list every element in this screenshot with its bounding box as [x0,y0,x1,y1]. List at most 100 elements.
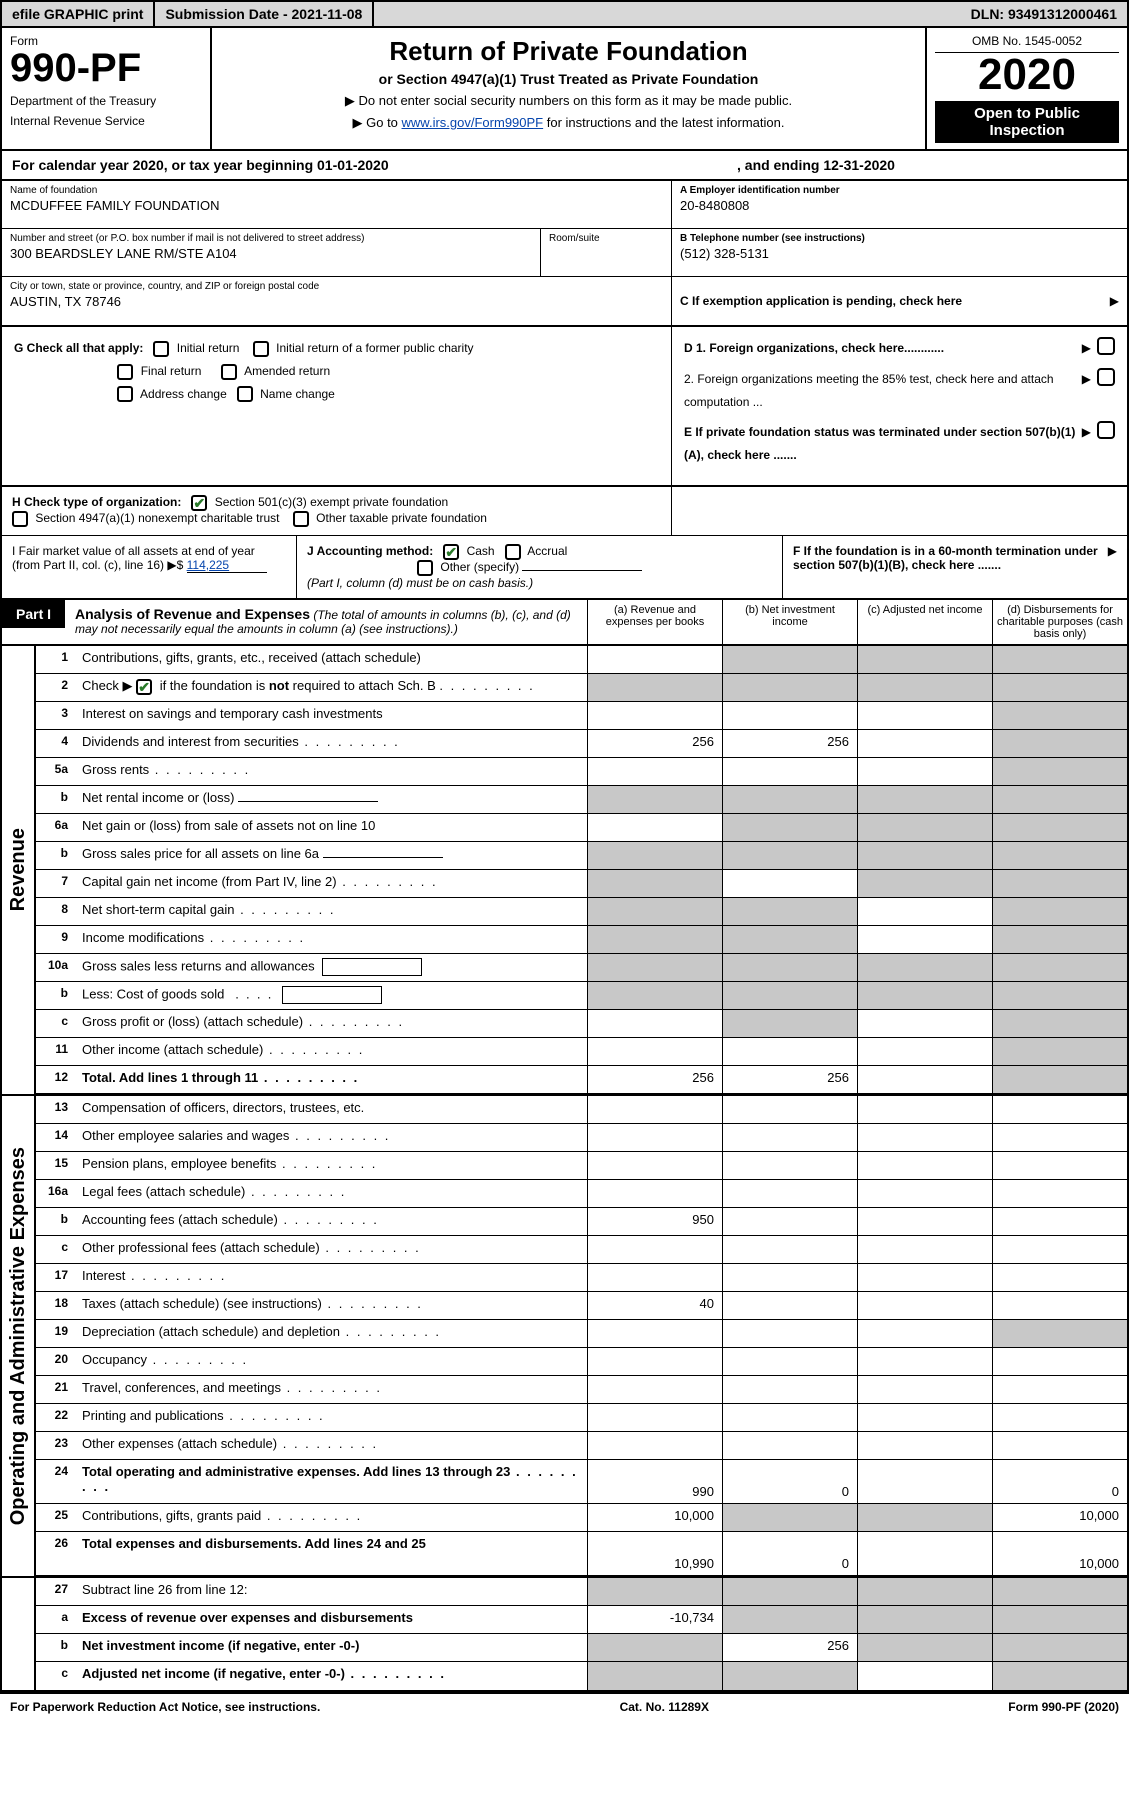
c9b [722,926,857,953]
desc-8: Net short-term capital gain [76,898,587,925]
expenses-grid: 13Compensation of officers, directors, t… [36,1096,1127,1576]
schb-checkbox[interactable] [136,679,152,695]
c5ad [992,758,1127,785]
c6ba [587,842,722,869]
g-o2: Initial return of a former public charit… [276,341,473,355]
row-1: 1Contributions, gifts, grants, etc., rec… [36,646,1127,674]
row-12: 12Total. Add lines 1 through 11256256 [36,1066,1127,1094]
c14d [992,1124,1127,1151]
ln-5b: b [36,786,76,813]
c10ad [992,954,1127,981]
footer-right: Form 990-PF (2020) [1008,1700,1119,1714]
g-d-block: G Check all that apply: Initial return I… [2,327,1127,487]
room-label: Room/suite [549,233,663,244]
row-14: 14Other employee salaries and wages [36,1124,1127,1152]
g-o6: Name change [260,387,335,401]
c11a [587,1038,722,1065]
ln-23: 23 [36,1432,76,1459]
ln-27: 27 [36,1578,76,1605]
c10bd [992,982,1127,1009]
c12b: 256 [722,1066,857,1093]
ln-4: 4 [36,730,76,757]
i-value[interactable]: 114,225 [187,558,267,573]
c2d [992,674,1127,701]
g-final-checkbox[interactable] [117,364,133,380]
c10ca [587,1010,722,1037]
j-other-checkbox[interactable] [417,560,433,576]
cal-pre: For calendar year 2020, or tax year begi… [12,157,317,173]
c16aa [587,1180,722,1207]
row-16b: bAccounting fees (attach schedule)950 [36,1208,1127,1236]
c27c [857,1578,992,1605]
desc-26: Total expenses and disbursements. Add li… [76,1532,587,1575]
row-24: 24Total operating and administrative exp… [36,1460,1127,1504]
g-initial-checkbox[interactable] [153,341,169,357]
j-o3: Other (specify) [440,560,519,574]
g-address-checkbox[interactable] [117,386,133,402]
g-initial-public-checkbox[interactable] [253,341,269,357]
c24d: 0 [992,1460,1127,1503]
j-accrual-checkbox[interactable] [505,544,521,560]
c27a [587,1578,722,1605]
c19c [857,1320,992,1347]
c17b [722,1264,857,1291]
c20c [857,1348,992,1375]
note2-post: for instructions and the latest informat… [543,115,784,130]
desc-25: Contributions, gifts, grants paid [76,1504,587,1531]
c22c [857,1404,992,1431]
g-amended-checkbox[interactable] [221,364,237,380]
h-other-checkbox[interactable] [293,511,309,527]
d1-checkbox[interactable] [1097,337,1115,355]
row-21: 21Travel, conferences, and meetings [36,1376,1127,1404]
dln-value: 93491312000461 [1008,6,1117,22]
address-cell: Number and street (or P.O. box number if… [2,229,541,276]
c21a [587,1376,722,1403]
j-cash-checkbox[interactable] [443,544,459,560]
open-inspection-badge: Open to Public Inspection [935,101,1119,143]
j-o1: Cash [467,544,495,558]
desc-27c: Adjusted net income (if negative, enter … [76,1662,587,1690]
c10cd [992,1010,1127,1037]
row-10a: 10aGross sales less returns and allowanc… [36,954,1127,982]
c-cell: C If exemption application is pending, c… [672,277,1127,325]
desc-13: Compensation of officers, directors, tru… [76,1096,587,1123]
g-o1: Initial return [177,341,240,355]
d1-text: D 1. Foreign organizations, check here..… [684,337,1082,360]
j-label: J Accounting method: [307,544,433,558]
c10ab [722,954,857,981]
c23a [587,1432,722,1459]
g-name-checkbox[interactable] [237,386,253,402]
e-checkbox[interactable] [1097,421,1115,439]
c1c [857,646,992,673]
desc-15: Pension plans, employee benefits [76,1152,587,1179]
revenue-vlabel: Revenue [2,646,36,1094]
c21d [992,1376,1127,1403]
h-4947-checkbox[interactable] [12,511,28,527]
c7b [722,870,857,897]
line27-grid: 27Subtract line 26 from line 12: aExcess… [36,1578,1127,1690]
h-501c3-checkbox[interactable] [191,495,207,511]
desc-16b: Accounting fees (attach schedule) [76,1208,587,1235]
ln-12: 12 [36,1066,76,1093]
c27ba [587,1634,722,1661]
row-10c: cGross profit or (loss) (attach schedule… [36,1010,1127,1038]
c23d [992,1432,1127,1459]
footer: For Paperwork Reduction Act Notice, see … [0,1694,1129,1720]
c18c [857,1292,992,1319]
c27cd [992,1662,1127,1690]
h-o1: Section 501(c)(3) exempt private foundat… [215,495,448,509]
c11d [992,1038,1127,1065]
c2a [587,674,722,701]
c27ca [587,1662,722,1690]
irs-link[interactable]: www.irs.gov/Form990PF [402,115,544,130]
row-19: 19Depreciation (attach schedule) and dep… [36,1320,1127,1348]
c16cd [992,1236,1127,1263]
header-note2: ▶ Go to www.irs.gov/Form990PF for instru… [222,115,915,131]
c4d [992,730,1127,757]
c6ad [992,814,1127,841]
ln-16a: 16a [36,1180,76,1207]
box-10b [282,986,382,1004]
d2-checkbox[interactable] [1097,368,1115,386]
c3d [992,702,1127,729]
c25b [722,1504,857,1531]
